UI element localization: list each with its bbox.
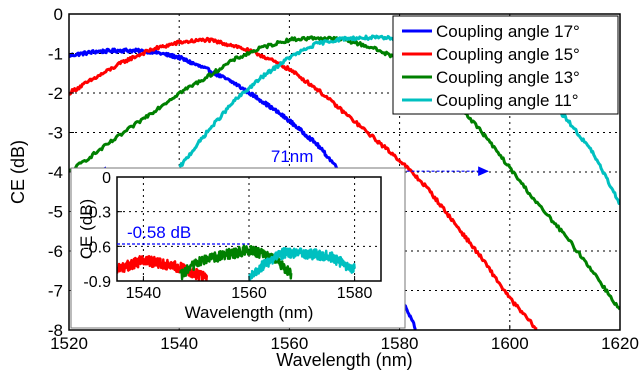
main-y-tick-label: -4 xyxy=(48,163,63,182)
main-x-tick-label: 1560 xyxy=(270,334,308,353)
peak-ce-label: -0.58 dB xyxy=(127,223,191,242)
inset-x-tick-label: 1540 xyxy=(126,285,162,302)
inset-y-tick-label: -0.9 xyxy=(83,274,111,291)
main-x-tick-label: 1540 xyxy=(160,334,198,353)
main-ticks: 1520 1540 1560 1580 1600 1620 0 -1 -2 -3 -4 -5 -6 -7 -… xyxy=(48,5,639,353)
main-y-tick-label: -2 xyxy=(48,84,63,103)
inset-series-line-2 xyxy=(248,246,356,281)
inset-x-tick-label: 1580 xyxy=(337,285,373,302)
main-x-tick-label: 1520 xyxy=(50,334,88,353)
main-x-tick-label: 1580 xyxy=(381,334,419,353)
inset-y-tick-label: 0 xyxy=(102,170,111,187)
main-y-tick-label: -8 xyxy=(48,321,63,340)
main-y-tick-label: -7 xyxy=(48,282,63,301)
main-series-line-1 xyxy=(69,36,538,330)
inset-y-tick-label: -0.6 xyxy=(83,239,111,256)
main-y-tick-label: -6 xyxy=(48,242,63,261)
main-y-tick-label: -3 xyxy=(48,124,63,143)
inset-y-axis-title: CE (dB) xyxy=(77,199,96,259)
main-x-tick-label: 1600 xyxy=(491,334,529,353)
main-x-axis-title: Wavelength (nm) xyxy=(276,350,412,370)
inset-series-line-1 xyxy=(179,244,293,281)
legend-label-17: Coupling angle 17° xyxy=(436,22,580,41)
legend: Coupling angle 17° Coupling angle 15° Co… xyxy=(392,15,619,115)
main-y-tick-label: -1 xyxy=(48,45,63,64)
legend-label-13: Coupling angle 13° xyxy=(436,68,580,87)
inset-chart: 1540 1560 1580 0 -0.3 -0.6 -0.9 -0.58 dB Wavel… xyxy=(70,167,406,329)
legend-label-11: Coupling angle 11° xyxy=(436,91,579,110)
main-y-tick-label: -5 xyxy=(48,203,63,222)
inset-series-line-0 xyxy=(117,254,209,281)
inset-x-axis-title: Wavelength (nm) xyxy=(185,303,314,322)
main-x-tick-label: 1620 xyxy=(601,334,639,353)
bandwidth-label: 71nm xyxy=(271,147,314,166)
inset-ticks: 1540 1560 1580 0 -0.3 -0.6 -0.9 xyxy=(83,170,372,302)
main-y-axis-title: CE (dB) xyxy=(8,140,28,204)
inset-x-tick-label: 1560 xyxy=(231,285,267,302)
inset-y-tick-label: -0.3 xyxy=(83,205,111,222)
main-y-tick-label: 0 xyxy=(54,5,63,24)
legend-label-15: Coupling angle 15° xyxy=(436,45,580,64)
inset-series xyxy=(117,244,356,281)
inset-annotations: -0.58 dB xyxy=(117,223,249,245)
